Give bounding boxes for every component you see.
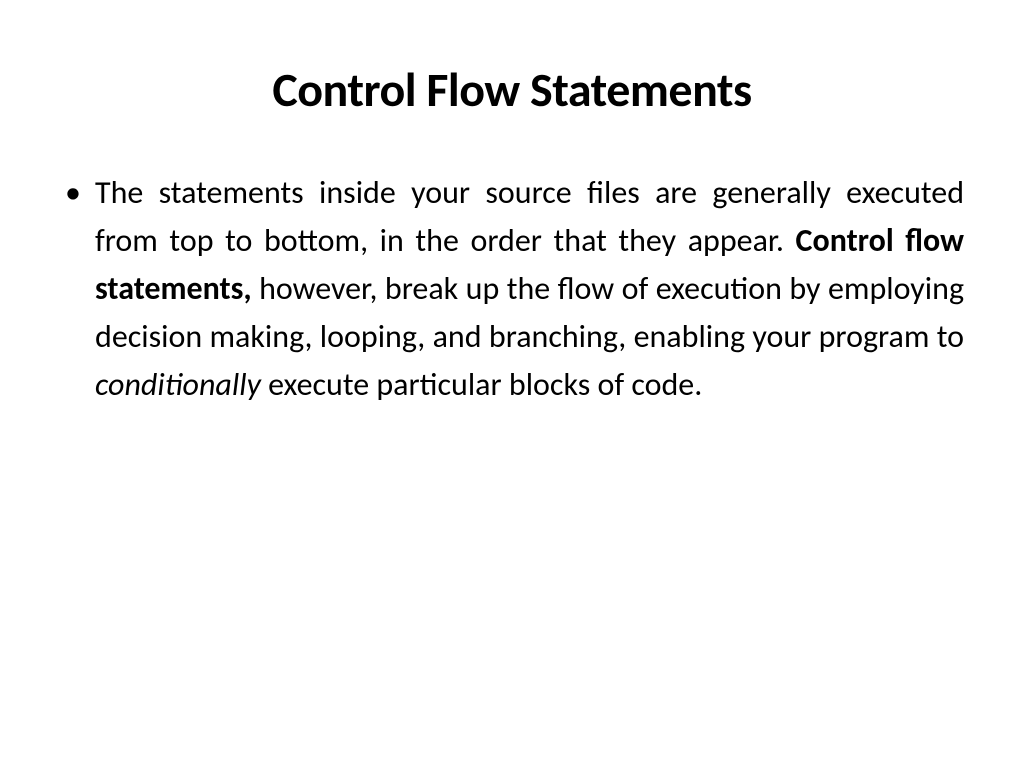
bullet-text-3: execute particular blocks of code. xyxy=(261,365,702,404)
bullet-item: The statements inside your source files … xyxy=(95,169,964,409)
slide-title: Control Flow Statements xyxy=(60,60,964,119)
bullet-list: The statements inside your source files … xyxy=(60,169,964,409)
bullet-italic-text: conditionally xyxy=(95,365,261,404)
